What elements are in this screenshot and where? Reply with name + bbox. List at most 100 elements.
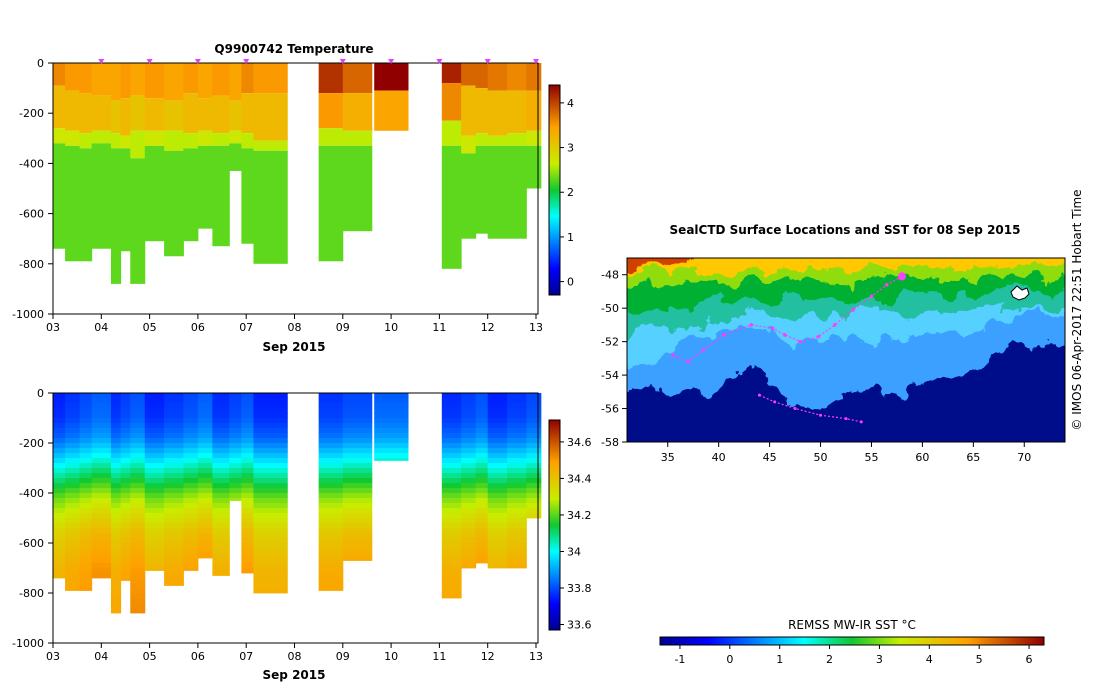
colorbar-tick-label: 33.6	[567, 619, 592, 632]
salinity-cell	[197, 508, 213, 514]
salinity-cell	[120, 578, 131, 581]
salinity-cell	[164, 478, 184, 484]
salinity-cell	[197, 548, 213, 554]
salinity-cell	[441, 493, 462, 499]
salinity-cell	[79, 508, 93, 514]
salinity-cell	[374, 428, 409, 434]
salinity-cell	[241, 448, 254, 454]
salinity-cell	[318, 468, 344, 474]
salinity-cell	[212, 548, 230, 554]
salinity-cell	[241, 408, 254, 414]
salinity-cell	[197, 483, 213, 489]
salinity-cell	[130, 603, 146, 609]
salinity-cell	[110, 608, 122, 614]
salinity-cell	[487, 523, 508, 529]
salinity-cell	[475, 463, 489, 469]
temperature-cell	[461, 135, 477, 154]
salinity-cell	[253, 443, 288, 449]
salinity-cell	[183, 398, 199, 404]
salinity-cell	[144, 533, 165, 539]
salinity-cell	[91, 548, 112, 554]
salinity-cell	[253, 578, 288, 584]
salinity-cell	[144, 408, 165, 414]
salinity-cell	[318, 403, 344, 409]
salinity-cell	[241, 463, 254, 469]
temperature-cell	[164, 63, 184, 101]
salinity-cell	[487, 488, 508, 494]
salinity-cell	[130, 413, 146, 419]
salinity-cell	[342, 493, 373, 499]
salinity-cell	[197, 398, 213, 404]
x-tick-label: 12	[481, 321, 495, 334]
salinity-cell	[342, 458, 373, 464]
salinity-cell	[183, 513, 199, 519]
salinity-cell	[253, 533, 288, 539]
temperature-cell	[110, 133, 122, 149]
salinity-cell	[130, 493, 146, 499]
salinity-cell	[461, 433, 477, 439]
salinity-cell	[144, 553, 165, 559]
salinity-cell	[164, 438, 184, 444]
temperature-cell	[130, 63, 146, 96]
salinity-cell	[164, 493, 184, 499]
y-tick-label: -400	[19, 487, 44, 500]
salinity-cell	[91, 403, 112, 409]
salinity-cell	[79, 418, 93, 424]
temperature-cell	[144, 98, 165, 131]
salinity-cell	[475, 453, 489, 459]
salinity-cell	[318, 453, 344, 459]
salinity-cell	[487, 433, 508, 439]
salinity-cell	[253, 453, 288, 459]
salinity-cell	[526, 403, 542, 409]
salinity-cell	[65, 438, 81, 444]
salinity-cell	[164, 418, 184, 424]
salinity-cell	[110, 463, 122, 469]
salinity-cell	[164, 468, 184, 474]
salinity-cell	[318, 413, 344, 419]
salinity-cell	[65, 453, 81, 459]
salinity-cell	[342, 408, 373, 414]
salinity-cell	[229, 468, 242, 474]
salinity-cell	[212, 533, 230, 539]
salinity-cell	[461, 398, 477, 404]
salinity-cell	[120, 458, 131, 464]
salinity-cell	[120, 533, 131, 539]
temperature-cell	[342, 145, 373, 232]
salinity-cell	[120, 538, 131, 544]
salinity-cell	[441, 473, 462, 479]
salinity-cell	[144, 523, 165, 529]
salinity-cell	[461, 453, 477, 459]
salinity-cell	[197, 408, 213, 414]
salinity-cell	[241, 418, 254, 424]
salinity-cell	[144, 558, 165, 564]
salinity-cell	[241, 513, 254, 519]
salinity-cell	[318, 408, 344, 414]
salinity-cell	[253, 478, 288, 484]
salinity-cell	[53, 433, 66, 439]
salinity-cell	[91, 393, 112, 399]
lon-tick-label: 50	[814, 451, 828, 464]
salinity-cell	[120, 513, 131, 519]
salinity-cell	[241, 488, 254, 494]
lon-tick-label: 65	[966, 451, 980, 464]
salinity-cell	[91, 503, 112, 509]
temperature-cell	[229, 63, 242, 101]
salinity-cell	[65, 568, 81, 574]
salinity-panel: 0 -200 -400 -600 -800 -1000 03 04 05 06 07 08 09 10 1…	[12, 387, 591, 682]
salinity-cell	[65, 483, 81, 489]
salinity-cell	[441, 553, 462, 559]
salinity-cell	[110, 453, 122, 459]
salinity-cell	[318, 578, 344, 584]
salinity-cell	[461, 448, 477, 454]
salinity-cell	[229, 428, 242, 434]
salinity-cell	[65, 553, 81, 559]
salinity-cell	[318, 478, 344, 484]
salinity-cell	[183, 563, 199, 569]
salinity-cell	[461, 518, 477, 524]
salinity-cell	[507, 563, 527, 569]
salinity-cell	[441, 438, 462, 444]
seal-track-point	[819, 413, 823, 417]
salinity-cell	[183, 473, 199, 479]
salinity-cell	[461, 523, 477, 529]
salinity-cell	[65, 443, 81, 449]
